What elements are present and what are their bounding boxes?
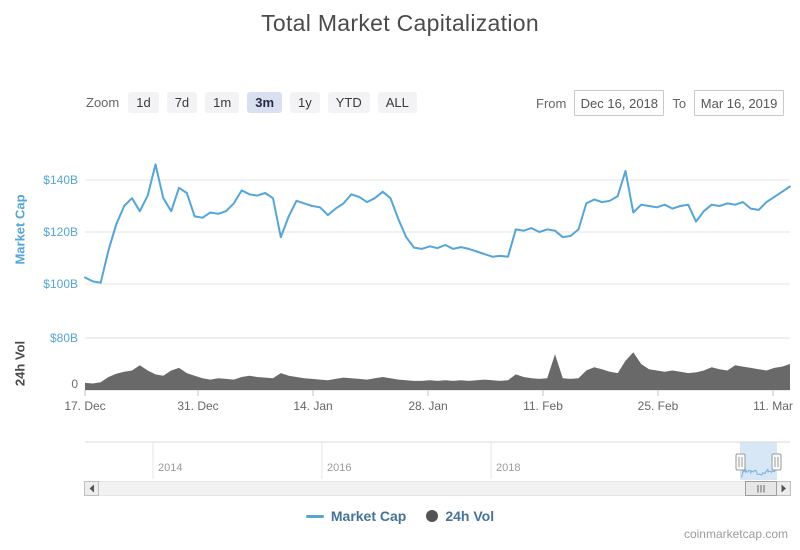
- legend: Market Cap 24h Vol: [0, 508, 800, 524]
- x-tick-label: 25. Feb: [637, 399, 679, 413]
- x-tick-label: 11. Feb: [523, 399, 563, 413]
- scrollbar-track[interactable]: [98, 481, 777, 496]
- x-tick-label: 28. Jan: [408, 399, 448, 413]
- zoom-button-7d[interactable]: 7d: [166, 92, 198, 113]
- navigator-selected-range[interactable]: [740, 442, 777, 480]
- volume-circle-marker-icon: [426, 510, 439, 522]
- zoom-button-group: Zoom 1d 7d 1m 3m 1y YTD ALL: [86, 90, 425, 115]
- scroll-left-icon: [89, 484, 94, 493]
- scrollbar-left-button[interactable]: [84, 481, 99, 496]
- from-date-input[interactable]: [574, 90, 665, 116]
- navigator-year-label: 2016: [327, 462, 352, 474]
- legend-label: Market Cap: [330, 508, 407, 524]
- y-tick-80b: $80B: [49, 331, 78, 345]
- y-tick-120b: $120B: [43, 225, 78, 239]
- watermark: coinmarketcap.com: [683, 527, 788, 541]
- y-tick-0: 0: [71, 377, 78, 391]
- legend-item-24h-vol[interactable]: 24h Vol: [426, 508, 494, 524]
- from-label: From: [536, 95, 567, 111]
- x-axis-ticks: [84, 390, 774, 396]
- to-date-input[interactable]: [694, 90, 785, 116]
- scroll-right-icon: [781, 484, 786, 493]
- navigator-year-label: 2014: [158, 462, 183, 474]
- navigator-year-gridlines: [152, 442, 492, 479]
- zoom-button-1d[interactable]: 1d: [128, 92, 159, 113]
- navigator-right-handle[interactable]: [771, 453, 782, 471]
- date-range-group: From To: [528, 90, 785, 116]
- to-label: To: [672, 95, 687, 111]
- scrollbar-thumb[interactable]: [745, 481, 777, 496]
- zoom-label: Zoom: [86, 95, 120, 110]
- market-cap-axis-title: Market Cap: [12, 194, 28, 265]
- zoom-button-1m[interactable]: 1m: [205, 92, 240, 113]
- legend-label: 24h Vol: [445, 508, 495, 524]
- market-cap-line-series: [84, 163, 791, 284]
- y-tick-140b: $140B: [43, 173, 78, 187]
- zoom-button-1y[interactable]: 1y: [290, 92, 320, 113]
- market-cap-line-marker-icon: [305, 514, 324, 518]
- x-tick-label: 31. Dec: [177, 399, 219, 413]
- page-title: Total Market Capitalization: [261, 10, 539, 36]
- zoom-button-all[interactable]: ALL: [377, 92, 417, 113]
- thumb-grip-icon: [757, 485, 765, 493]
- y-tick-100b: $100B: [43, 277, 78, 291]
- x-tick-label: 14. Jan: [293, 399, 333, 413]
- zoom-button-3m[interactable]: 3m: [247, 92, 283, 113]
- handle-grip-icon: [774, 457, 779, 467]
- navigator-mini-series: [740, 468, 777, 478]
- volume-axis-title: 24h Vol: [12, 340, 28, 387]
- x-tick-label: 17. Dec: [64, 399, 106, 413]
- zoom-button-ytd[interactable]: YTD: [327, 92, 370, 113]
- volume-area-series: [85, 352, 790, 390]
- scrollbar-right-button[interactable]: [776, 481, 791, 496]
- handle-grip-icon: [738, 457, 743, 467]
- navigator-left-handle[interactable]: [735, 453, 746, 471]
- legend-item-market-cap[interactable]: Market Cap: [305, 508, 407, 524]
- navigator-year-label: 2018: [496, 462, 521, 474]
- x-tick-label: 11. Mar: [753, 399, 793, 413]
